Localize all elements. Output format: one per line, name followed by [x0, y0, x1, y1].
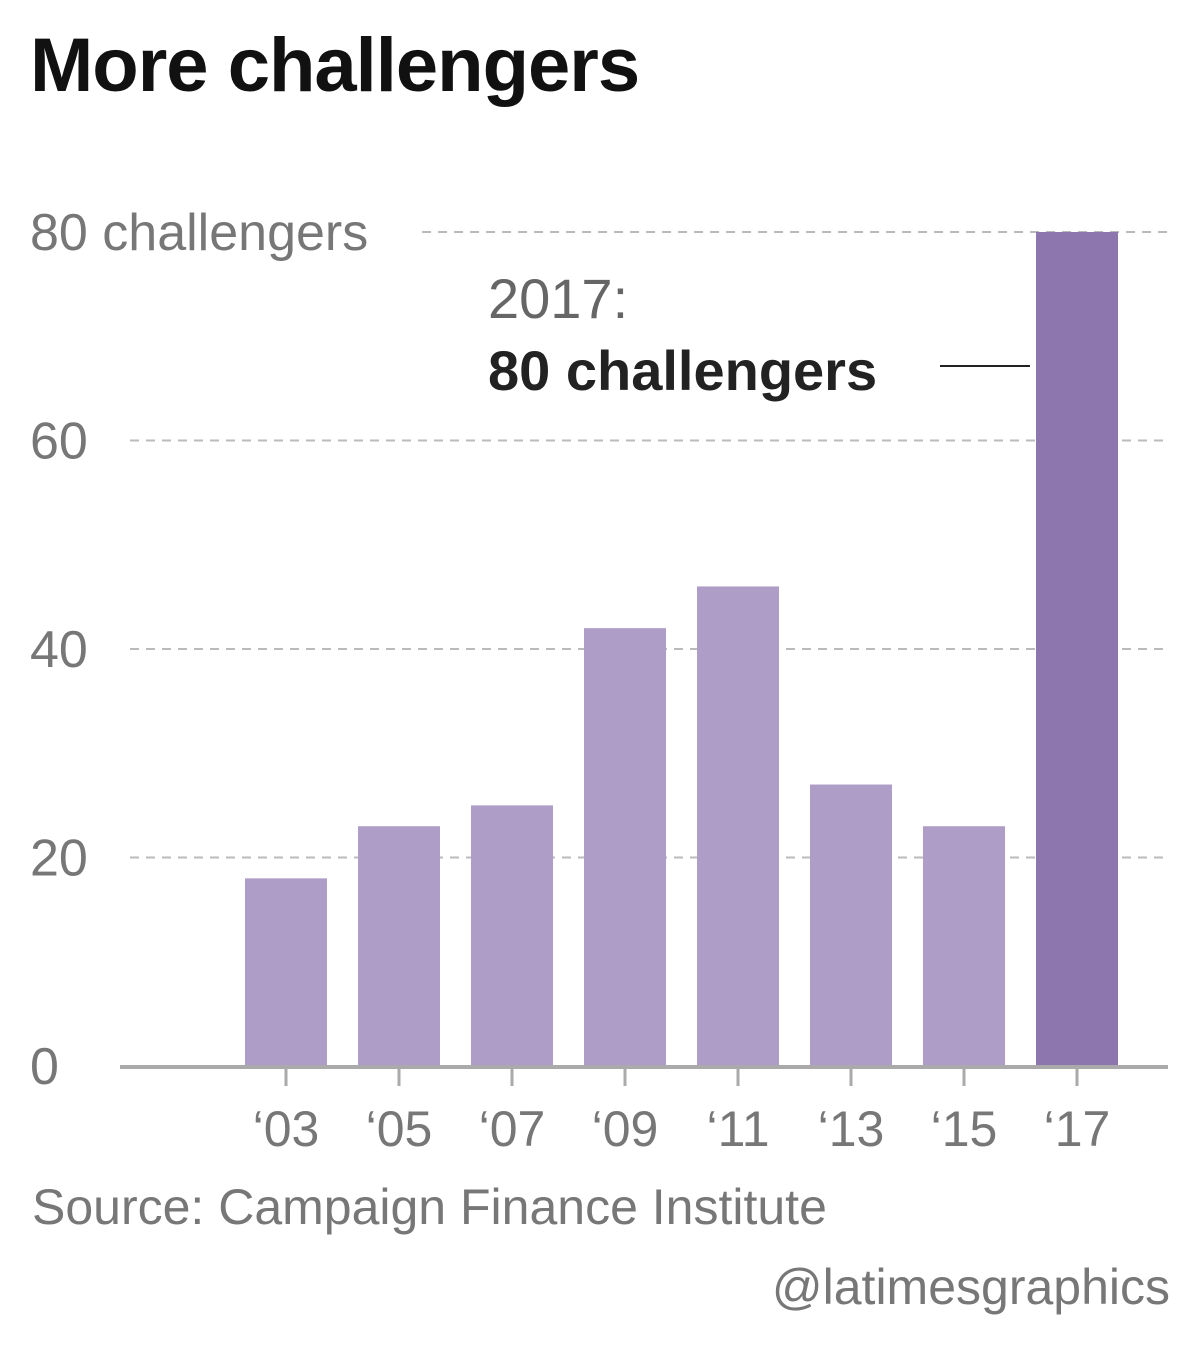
annotation-value: 80 challengers	[488, 339, 877, 402]
bar-0	[245, 878, 327, 1066]
bar-4	[697, 586, 779, 1066]
bar-5	[810, 784, 892, 1066]
x-axis-ticks: ‘03 ‘05 ‘07 ‘09 ‘11 ‘13 ‘15 ‘17	[253, 1068, 1111, 1157]
bars	[245, 232, 1118, 1066]
y-tick-label: 0	[30, 1038, 59, 1096]
y-tick-label: 40	[30, 621, 88, 679]
x-tick-label: ‘03	[253, 1101, 320, 1157]
annotation-year: 2017:	[488, 267, 628, 330]
bar-7	[1036, 232, 1118, 1066]
x-tick-label: ‘05	[366, 1101, 433, 1157]
chart-title: More challengers	[30, 23, 640, 108]
y-tick-label: 80 challengers	[30, 204, 368, 262]
annotation: 2017: 80 challengers	[488, 267, 1030, 402]
y-tick-label: 60	[30, 413, 88, 471]
x-tick-label: ‘13	[818, 1101, 885, 1157]
credit-line: @latimesgraphics	[771, 1259, 1170, 1315]
x-tick-label: ‘17	[1044, 1101, 1111, 1157]
bar-2	[471, 805, 553, 1066]
x-tick-label: ‘15	[931, 1101, 998, 1157]
bar-6	[923, 826, 1005, 1066]
bar-3	[584, 628, 666, 1066]
bar-1	[358, 826, 440, 1066]
source-note: Source: Campaign Finance Institute	[32, 1179, 827, 1235]
x-tick-label: ‘09	[592, 1101, 659, 1157]
y-tick-label: 20	[30, 830, 88, 888]
x-tick-label: ‘07	[479, 1101, 546, 1157]
x-tick-label: ‘11	[706, 1101, 769, 1157]
y-axis-ticks: 0 20 40 60 80 challengers	[30, 204, 368, 1096]
